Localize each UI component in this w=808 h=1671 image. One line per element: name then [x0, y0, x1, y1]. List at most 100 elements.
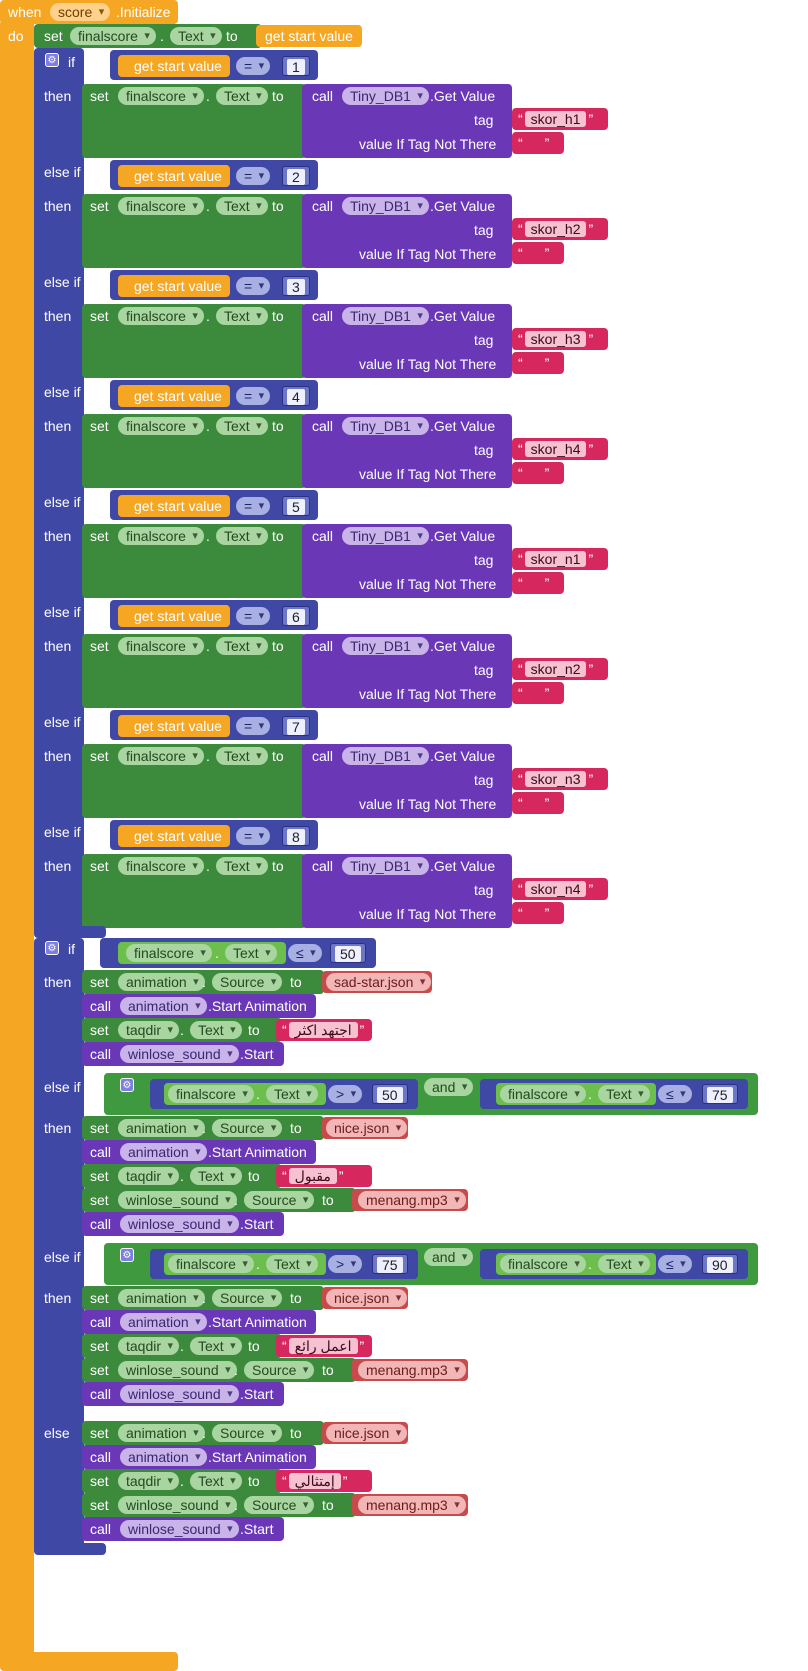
property-dropdown[interactable]: Text: [216, 417, 268, 435]
asset-dropdown[interactable]: menang.mp3: [358, 1496, 466, 1514]
empty-string-block[interactable]: [512, 572, 564, 594]
component-dropdown[interactable]: winlose_sound: [120, 1385, 239, 1403]
compare-op-dropdown[interactable]: >: [328, 1255, 363, 1273]
component-dropdown[interactable]: finalscore: [118, 637, 204, 655]
property-dropdown[interactable]: Text: [190, 1472, 242, 1490]
component-dropdown[interactable]: winlose_sound: [118, 1361, 237, 1379]
getter-component-dropdown[interactable]: finalscore: [500, 1085, 586, 1103]
component-dropdown[interactable]: animation: [120, 997, 207, 1015]
number-literal[interactable]: 1: [282, 56, 310, 76]
get-start-value-block[interactable]: [118, 385, 230, 407]
tag-string-value[interactable]: skor_h3: [524, 331, 587, 347]
component-dropdown[interactable]: finalscore: [118, 87, 204, 105]
getter-property-dropdown[interactable]: Text: [266, 1085, 318, 1103]
component-dropdown[interactable]: finalscore: [118, 527, 204, 545]
set-taqdir-text-block[interactable]: [82, 1469, 282, 1493]
getter-property-dropdown[interactable]: Text: [225, 944, 277, 962]
number-value[interactable]: 4: [287, 389, 305, 405]
component-dropdown[interactable]: finalscore: [118, 417, 204, 435]
get-start-value-block[interactable]: [118, 275, 230, 297]
component-dropdown[interactable]: finalscore: [118, 857, 204, 875]
property-dropdown[interactable]: Source: [212, 1289, 283, 1307]
tag-string-value[interactable]: skor_n2: [524, 661, 587, 677]
number-value[interactable]: 3: [287, 279, 305, 295]
getter-component-dropdown[interactable]: finalscore: [168, 1255, 254, 1273]
property-dropdown[interactable]: Text: [170, 27, 222, 45]
get-start-value-block[interactable]: [118, 495, 230, 517]
empty-string-block[interactable]: [512, 902, 564, 924]
and-dropdown[interactable]: and: [424, 1248, 474, 1266]
number-value[interactable]: 90: [707, 1257, 733, 1273]
property-dropdown[interactable]: Text: [190, 1021, 242, 1039]
number-value[interactable]: 75: [707, 1087, 733, 1103]
component-dropdown[interactable]: finalscore: [118, 307, 204, 325]
component-dropdown[interactable]: winlose_sound: [120, 1045, 239, 1063]
number-literal[interactable]: 75: [702, 1084, 738, 1104]
asset-dropdown[interactable]: sad-star.json: [326, 973, 432, 991]
if-block-1[interactable]: [34, 48, 84, 936]
number-literal[interactable]: 5: [282, 496, 310, 516]
compare-op-dropdown[interactable]: =: [236, 277, 271, 295]
property-dropdown[interactable]: Source: [212, 1424, 283, 1442]
and-dropdown[interactable]: and: [424, 1078, 474, 1096]
component-dropdown[interactable]: taqdir: [118, 1472, 180, 1490]
tinydb-component-dropdown[interactable]: Tiny_DB1: [342, 417, 429, 435]
asset-dropdown[interactable]: menang.mp3: [358, 1191, 466, 1209]
property-dropdown[interactable]: Text: [216, 857, 268, 875]
component-dropdown[interactable]: animation: [118, 1119, 205, 1137]
compare-op-dropdown[interactable]: =: [236, 167, 271, 185]
number-literal[interactable]: 4: [282, 386, 310, 406]
property-dropdown[interactable]: Source: [212, 1119, 283, 1137]
getter-component-dropdown[interactable]: finalscore: [168, 1085, 254, 1103]
component-dropdown[interactable]: animation: [120, 1143, 207, 1161]
compare-op-dropdown[interactable]: >: [328, 1085, 363, 1103]
empty-string-block[interactable]: [512, 682, 564, 704]
number-literal[interactable]: 7: [282, 716, 310, 736]
getter-property-dropdown[interactable]: Text: [266, 1255, 318, 1273]
number-value[interactable]: 50: [377, 1087, 403, 1103]
get-start-value-block[interactable]: [118, 715, 230, 737]
property-dropdown[interactable]: Text: [216, 87, 268, 105]
get-start-value-block[interactable]: [256, 25, 362, 47]
mutator-gear-icon[interactable]: ⚙: [120, 1248, 134, 1262]
asset-dropdown[interactable]: nice.json: [326, 1289, 408, 1307]
empty-string-block[interactable]: [512, 352, 564, 374]
taqdir-string-value[interactable]: اجتهد اكثر: [288, 1022, 358, 1038]
number-literal[interactable]: 75: [372, 1254, 408, 1274]
compare-op-dropdown[interactable]: =: [236, 717, 271, 735]
number-value[interactable]: 1: [287, 59, 305, 75]
number-value[interactable]: 7: [287, 719, 305, 735]
number-value[interactable]: 6: [287, 609, 305, 625]
tag-string-value[interactable]: skor_h1: [524, 111, 587, 127]
tinydb-component-dropdown[interactable]: Tiny_DB1: [342, 197, 429, 215]
mutator-gear-icon[interactable]: ⚙: [45, 53, 59, 67]
property-dropdown[interactable]: Text: [190, 1337, 242, 1355]
compare-op-dropdown[interactable]: =: [236, 827, 271, 845]
compare-op-dropdown[interactable]: =: [236, 497, 271, 515]
number-literal[interactable]: 50: [330, 943, 366, 963]
tinydb-component-dropdown[interactable]: Tiny_DB1: [342, 857, 429, 875]
empty-string-block[interactable]: [512, 792, 564, 814]
empty-string-block[interactable]: [512, 242, 564, 264]
number-literal[interactable]: 3: [282, 276, 310, 296]
compare-op-dropdown[interactable]: ≤: [658, 1085, 692, 1103]
component-dropdown[interactable]: winlose_sound: [120, 1520, 239, 1538]
taqdir-string-value[interactable]: مقبول: [288, 1168, 337, 1184]
number-value[interactable]: 8: [287, 829, 305, 845]
tinydb-component-dropdown[interactable]: Tiny_DB1: [342, 307, 429, 325]
taqdir-string-value[interactable]: اعمل رائع: [288, 1338, 358, 1354]
property-dropdown[interactable]: Source: [212, 973, 283, 991]
set-taqdir-text-block[interactable]: [82, 1334, 282, 1358]
number-literal[interactable]: 90: [702, 1254, 738, 1274]
compare-op-dropdown[interactable]: ≤: [288, 944, 322, 962]
compare-op-dropdown[interactable]: =: [236, 57, 271, 75]
getter-component-dropdown[interactable]: finalscore: [126, 944, 212, 962]
property-dropdown[interactable]: Text: [216, 637, 268, 655]
component-dropdown[interactable]: animation: [120, 1448, 207, 1466]
asset-dropdown[interactable]: nice.json: [326, 1424, 408, 1442]
property-dropdown[interactable]: Source: [244, 1361, 315, 1379]
tinydb-component-dropdown[interactable]: Tiny_DB1: [342, 637, 429, 655]
asset-dropdown[interactable]: nice.json: [326, 1119, 408, 1137]
component-dropdown[interactable]: taqdir: [118, 1167, 180, 1185]
property-dropdown[interactable]: Text: [190, 1167, 242, 1185]
